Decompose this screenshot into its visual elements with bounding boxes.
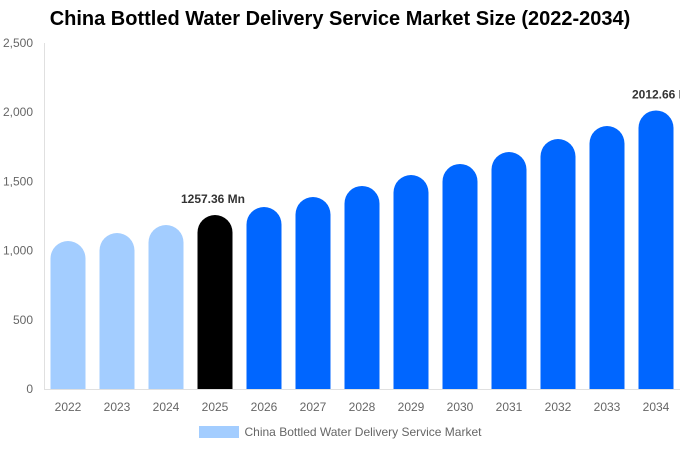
x-tick-label: 2022 bbox=[55, 400, 82, 414]
bar-2026 bbox=[246, 207, 282, 389]
data-label: 1257.36 Mn bbox=[181, 192, 245, 206]
x-tick-label: 2034 bbox=[643, 400, 670, 414]
legend[interactable]: China Bottled Water Delivery Service Mar… bbox=[0, 425, 680, 439]
y-tick-label: 500 bbox=[13, 313, 33, 327]
bar-2028 bbox=[344, 185, 380, 389]
x-tick-label: 2029 bbox=[398, 400, 425, 414]
x-tick-label: 2027 bbox=[300, 400, 327, 414]
bar-2032 bbox=[540, 139, 576, 389]
data-label: 2012.66 Mn bbox=[632, 87, 680, 101]
bar-2027 bbox=[295, 197, 331, 389]
x-tick-label: 2026 bbox=[251, 400, 278, 414]
bar-2033 bbox=[589, 126, 625, 389]
bar-2029 bbox=[393, 175, 429, 389]
chart-title: China Bottled Water Delivery Service Mar… bbox=[49, 8, 631, 30]
y-tick-label: 1,000 bbox=[3, 244, 33, 258]
x-tick-label: 2028 bbox=[349, 400, 376, 414]
legend-label: China Bottled Water Delivery Service Mar… bbox=[244, 425, 482, 439]
bar-2023 bbox=[99, 233, 135, 389]
bar-2034 bbox=[638, 110, 674, 390]
y-tick-label: 0 bbox=[26, 382, 33, 396]
y-tick-label: 2,000 bbox=[3, 105, 33, 119]
bar-2031 bbox=[491, 152, 527, 389]
x-tick-label: 2032 bbox=[545, 400, 572, 414]
y-tick-label: 1,500 bbox=[3, 174, 33, 188]
x-tick-label: 2031 bbox=[496, 400, 523, 414]
legend-swatch bbox=[198, 426, 239, 438]
bar-2030 bbox=[442, 163, 478, 389]
x-tick-label: 2024 bbox=[153, 400, 180, 414]
x-tick-label: 2025 bbox=[202, 400, 229, 414]
bar-2022 bbox=[50, 241, 86, 389]
bar-2024 bbox=[148, 224, 184, 389]
x-tick-label: 2030 bbox=[447, 400, 474, 414]
y-tick-label: 2,500 bbox=[3, 36, 33, 50]
x-tick-label: 2033 bbox=[594, 400, 621, 414]
x-tick-label: 2023 bbox=[104, 400, 131, 414]
bar-2025 bbox=[197, 214, 233, 389]
